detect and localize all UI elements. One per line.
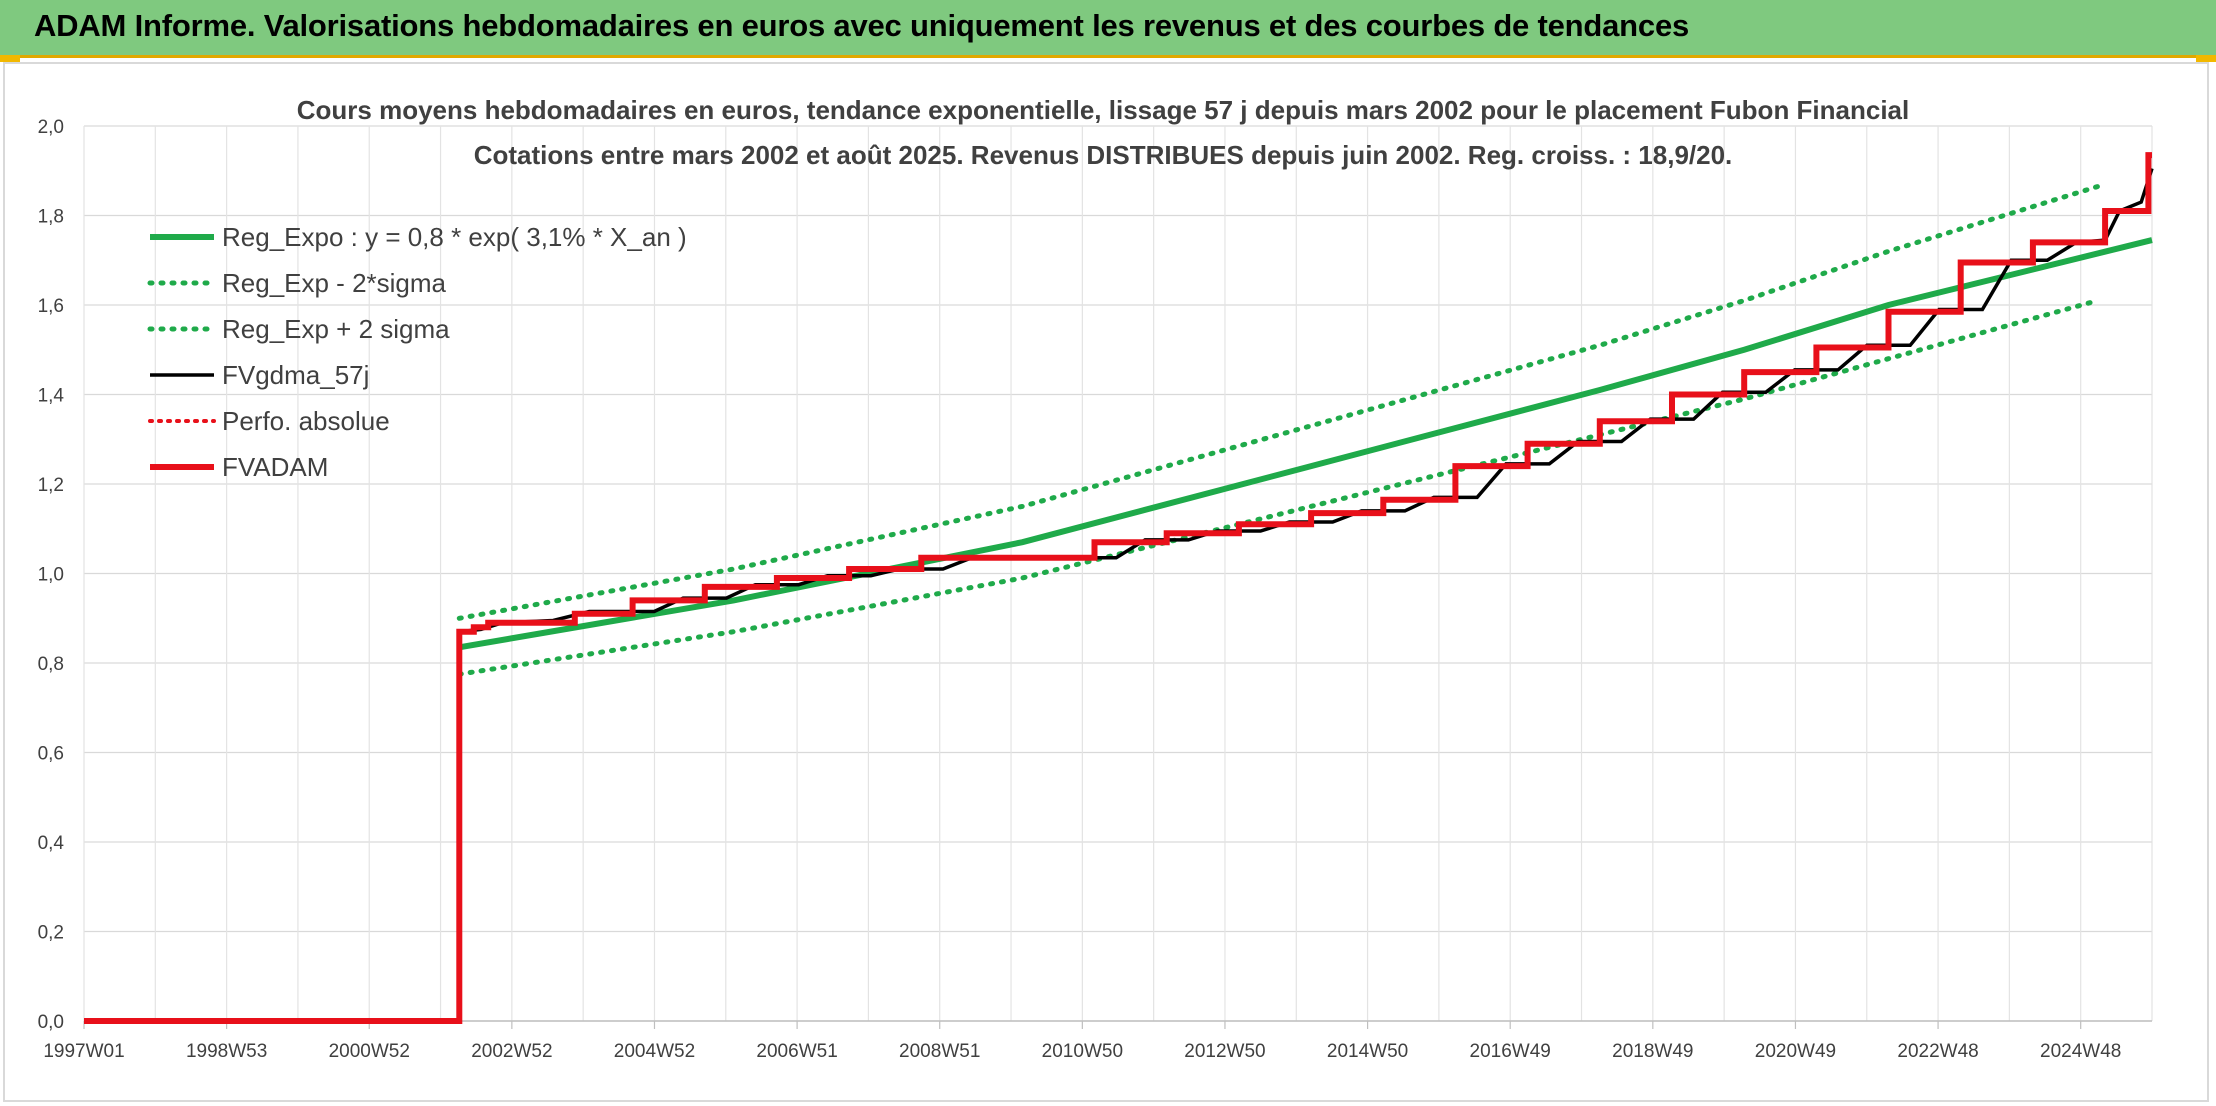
x-tick-label: 2010W50: [1042, 1041, 1123, 1062]
series-line-1: [456, 298, 2101, 677]
legend-label: FVgdma_57j: [222, 360, 369, 390]
x-tick-label: 2012W50: [1184, 1041, 1265, 1062]
y-tick-label: 0,6: [38, 744, 64, 765]
banner-accent-right: [2196, 55, 2216, 62]
y-tick-label: 1,0: [38, 565, 64, 586]
series-line-5: [84, 152, 2152, 1024]
x-tick-label: 2004W52: [614, 1041, 695, 1062]
x-tick-label: 2016W49: [1470, 1041, 1551, 1062]
y-tick-label: 1,2: [38, 475, 64, 496]
series-line-3: [459, 167, 2154, 634]
series-line-2: [456, 181, 2108, 621]
legend-label: Perfo. absolue: [222, 406, 390, 436]
y-tick-label: 0,2: [38, 923, 64, 944]
y-tick-label: 2,0: [38, 117, 64, 138]
x-tick-label: 2022W48: [1897, 1041, 1978, 1062]
y-tick-label: 1,6: [38, 296, 64, 317]
legend-label: Reg_Exp - 2*sigma: [222, 268, 447, 298]
chart-title: Cours moyens hebdomadaires en euros, ten…: [297, 95, 1910, 125]
chart-axes: 0,0 0,2 0,4 0,6 0,8 1,0 1,2 1,4 1,6 1,8 2,0 1997W01…: [38, 117, 2152, 1062]
legend-label: Reg_Exp + 2 sigma: [222, 314, 450, 344]
x-tick-label: 2014W50: [1327, 1041, 1408, 1062]
series-line-0: [458, 237, 2153, 651]
x-tick-label: 2018W49: [1612, 1041, 1693, 1062]
x-tick-label: 2000W52: [329, 1041, 410, 1062]
y-tick-label: 1,4: [38, 386, 65, 407]
x-tick-label: 2020W49: [1755, 1041, 1836, 1062]
y-tick-label: 0,0: [38, 1012, 64, 1033]
chart-legend: Reg_Expo : y = 0,8 * exp( 3,1% * X_an ) R…: [147, 222, 687, 482]
x-tick-label: 2008W51: [899, 1041, 980, 1062]
banner-accent-left: [0, 55, 20, 62]
legend-label: Reg_Expo : y = 0,8 * exp( 3,1% * X_an ): [222, 222, 687, 252]
chart-frame: [3, 62, 2209, 1102]
report-title: ADAM Informe. Valorisations hebdomadaire…: [34, 8, 1690, 43]
x-tick-label: 2002W52: [471, 1041, 552, 1062]
report-banner: ADAM Informe. Valorisations hebdomadaire…: [0, 0, 2216, 58]
y-tick-label: 1,8: [38, 207, 64, 228]
chart-subtitle: Cotations entre mars 2002 et août 2025. …: [474, 140, 1733, 170]
legend-label: FVADAM: [222, 452, 328, 482]
chart-series: [84, 152, 2154, 1024]
y-tick-label: 0,8: [38, 654, 64, 675]
x-tick-label: 2006W51: [756, 1041, 837, 1062]
y-tick-label: 0,4: [38, 833, 65, 854]
x-tick-label: 1998W53: [186, 1041, 267, 1062]
chart-grid: [83, 125, 2153, 1022]
x-tick-label: 1997W01: [43, 1041, 124, 1062]
x-tick-label: 2024W48: [2040, 1041, 2121, 1062]
